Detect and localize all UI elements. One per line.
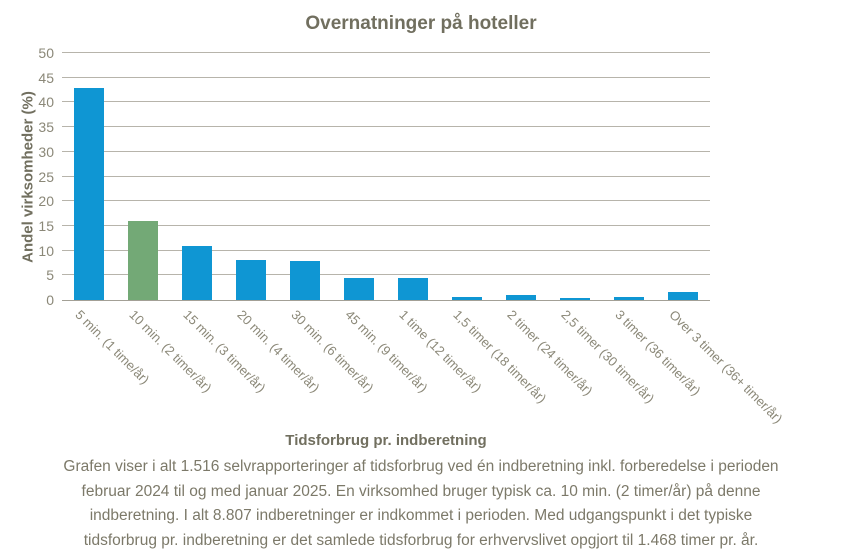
bar	[74, 88, 104, 300]
gridline	[62, 126, 710, 128]
bar	[614, 297, 644, 300]
y-tick-label: 50	[38, 45, 54, 61]
bar	[452, 297, 482, 300]
y-tick-label: 15	[38, 217, 54, 234]
y-tick-label: 25	[38, 168, 54, 185]
bar	[290, 261, 320, 300]
x-axis-title: Tidsforbrug pr. indberetning	[285, 432, 487, 449]
bar	[344, 278, 374, 300]
footer-line: tidsforbrug pr. indberetning er det saml…	[83, 531, 759, 549]
gridline	[62, 200, 710, 202]
bar	[560, 298, 590, 300]
bar	[236, 260, 266, 300]
footer-note: Grafen viser i alt 1.516 selvrapporterin…	[20, 455, 822, 553]
y-tick-label: 45	[38, 69, 54, 86]
gridline	[62, 175, 710, 177]
x-tick-label: 1,5 timer (18 timer/år)	[450, 307, 550, 406]
gridline	[62, 76, 710, 78]
bar	[506, 295, 536, 300]
y-tick-label: 40	[38, 94, 54, 111]
y-tick-label: 35	[38, 119, 54, 136]
y-tick-label: 0	[46, 292, 54, 308]
bar	[182, 246, 212, 300]
gridline	[62, 224, 710, 226]
y-tick-label: 10	[38, 242, 54, 259]
gridline	[62, 249, 710, 251]
gridline	[62, 150, 710, 152]
footer-line: Grafen viser i alt 1.516 selvrapporterin…	[63, 458, 779, 475]
gridline	[62, 52, 710, 53]
bar	[398, 278, 428, 300]
gridline	[62, 274, 710, 276]
chart-title: Overnatninger på hoteller	[305, 13, 537, 34]
y-tick-label: 20	[38, 193, 54, 210]
gridline	[62, 101, 710, 103]
x-tick-label: Over 3 timer (36+ timer/år)	[666, 307, 786, 427]
plot-area: 0 5 10 15 20 25 30 35 40 45 50 5 min. (1 time/år) 10…	[38, 45, 785, 426]
bar	[128, 221, 158, 300]
y-tick-label: 5	[46, 267, 54, 284]
x-tick-label: 2,5 timer (30 timer/år)	[558, 307, 658, 406]
bar	[668, 292, 698, 300]
footer-line: februar 2024 til og med januar 2025. En …	[81, 482, 761, 500]
footer-line: indberetning. I alt 8.807 indberetninger…	[89, 507, 753, 524]
y-tick-label: 30	[38, 143, 54, 160]
